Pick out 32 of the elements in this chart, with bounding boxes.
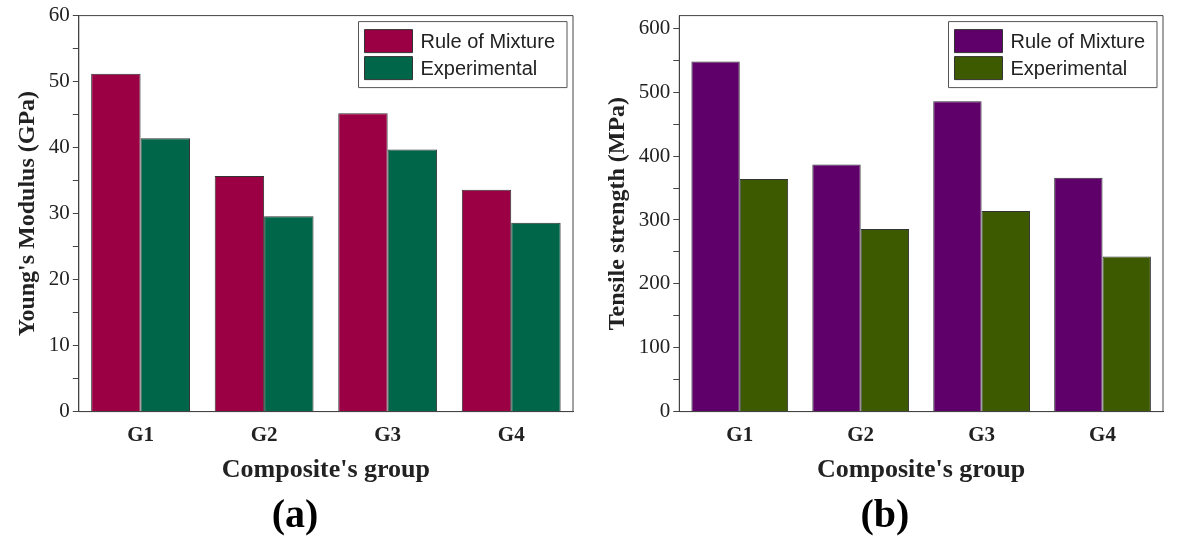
x-tick-label: G3: [968, 421, 996, 446]
y-tick-label: 0: [59, 398, 70, 423]
y-tick-label: 60: [48, 2, 70, 27]
y-axis-title: Young's Modulus (GPa): [12, 90, 39, 337]
y-tick-label: 0: [659, 398, 671, 423]
y-tick-label: 100: [638, 334, 671, 359]
text: (a): [271, 490, 319, 537]
legend-label: Rule of Mixture: [420, 29, 556, 52]
x-axis-title: Composite's group: [221, 454, 431, 484]
x-tick-label: G2: [250, 421, 278, 446]
y-tick-label: 50: [48, 68, 70, 93]
y-axis-title: Tensile strength (MPa): [602, 96, 629, 331]
x-tick-label: G4: [497, 421, 526, 446]
legend-label: Rule of Mixture: [1010, 29, 1146, 52]
x-tick-label: G3: [374, 421, 402, 446]
x-axis-title: Composite's group: [817, 454, 1026, 484]
y-tick-label: 10: [48, 332, 70, 357]
legend-label: Experimental: [420, 56, 538, 79]
y-tick-label: 200: [638, 270, 671, 295]
x-tick-label: G2: [847, 421, 875, 446]
x-tick-label: G1: [726, 421, 754, 446]
x-tick-label: G1: [127, 421, 154, 446]
y-tick-label: 400: [638, 142, 671, 167]
y-tick-label: 600: [638, 14, 671, 39]
y-tick-label: 30: [48, 200, 70, 225]
y-tick-label: 500: [638, 78, 671, 103]
y-tick-label: 300: [638, 206, 671, 231]
text: (b): [860, 490, 910, 537]
y-tick-label: 20: [48, 266, 70, 291]
legend-label: Experimental: [1010, 56, 1128, 79]
y-tick-label: 40: [48, 134, 70, 159]
x-tick-label: G4: [1089, 421, 1117, 446]
